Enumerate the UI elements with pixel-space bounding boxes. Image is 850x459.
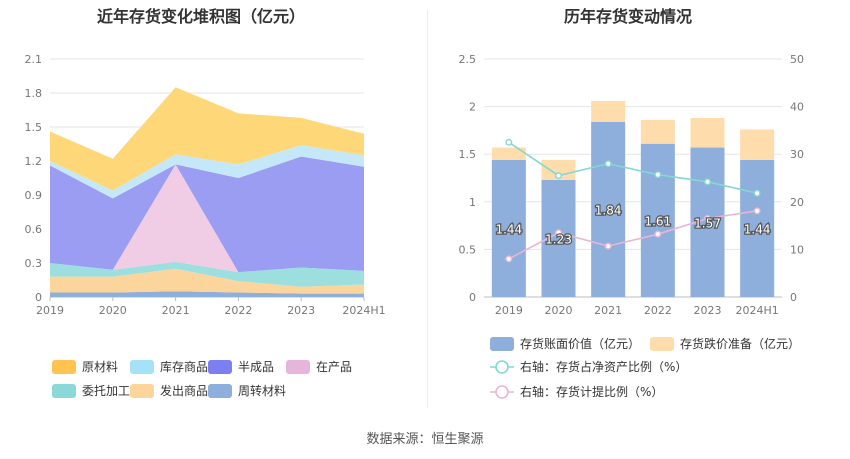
- area-委托加工材料: [50, 261, 364, 287]
- bar-impairment: [690, 118, 725, 148]
- y-tick-label: 0.6: [25, 223, 43, 236]
- y-left-tick-label: 0: [469, 291, 476, 304]
- bar-data-label: 1.44: [744, 222, 771, 236]
- line-point: [505, 255, 513, 263]
- area-原材料: [50, 87, 364, 191]
- line-point: [753, 207, 761, 215]
- x-tick-label: 2020: [545, 304, 573, 317]
- legend-label: 发出商品: [160, 383, 208, 398]
- area-周转材料: [50, 291, 364, 297]
- legend-marker: [495, 385, 509, 399]
- area-库存商品: [50, 145, 364, 199]
- stacked-area-chart: 近年存货变化堆积图（亿元） 0 0.3 0.6 0.9 1.2 1.5 1.8 2.1 2019…: [25, 7, 386, 398]
- bar-book-value: [640, 143, 675, 297]
- left-chart-title: 近年存货变化堆积图（亿元）: [97, 7, 305, 26]
- y-left-tick-label: 2: [469, 101, 476, 114]
- y-left-tick-label: 1.5: [459, 148, 477, 161]
- x-tick-label: 2019: [495, 304, 523, 317]
- y-tick-label: 2.1: [25, 53, 43, 66]
- legend-swatch: [208, 384, 232, 398]
- x-tick-label: 2022: [224, 304, 252, 317]
- y-right-tick-label: 20: [790, 196, 804, 209]
- y-tick-label: 1.8: [25, 87, 43, 100]
- line-point: [654, 230, 662, 238]
- bar-book-value: [740, 159, 775, 297]
- bar-impairment: [591, 100, 626, 122]
- legend-label: 右轴：存货计提比例（%）: [520, 384, 663, 399]
- legend-label: 右轴：存货占净资产比例（%）: [520, 359, 687, 374]
- line-series: [508, 210, 758, 260]
- x-tick-label: 2024H1: [342, 304, 385, 317]
- legend-label: 存货跌价准备（亿元）: [680, 336, 800, 351]
- legend-swatch: [130, 384, 154, 398]
- y-left-tick-label: 2.5: [459, 53, 477, 66]
- right-chart-title: 历年存货变动情况: [564, 7, 692, 26]
- legend-swatch: [650, 337, 674, 351]
- stacked-bar-chart: 历年存货变动情况 1.44 1.23 1.84 1.61 1.57 1.44 0 0.5 1 1…: [459, 7, 805, 399]
- line-point: [753, 189, 761, 197]
- y-tick-label: 0: [35, 291, 42, 304]
- y-right-tick-label: 30: [790, 148, 804, 161]
- y-tick-label: 0.3: [25, 257, 43, 270]
- x-tick-label: 2021: [594, 304, 622, 317]
- line-point: [704, 214, 712, 222]
- bar-impairment: [541, 159, 576, 180]
- y-right-tick-label: 50: [790, 53, 804, 66]
- bar-impairment: [740, 129, 775, 160]
- bar-data-label: 1.57: [694, 216, 721, 230]
- bar-data-label: 1.23: [545, 232, 572, 246]
- legend-swatch: [52, 360, 76, 374]
- line-point: [704, 178, 712, 186]
- bar-data-label: 1.61: [644, 214, 671, 228]
- y-tick-label: 0.9: [25, 189, 43, 202]
- y-tick-label: 1.2: [25, 155, 43, 168]
- x-tick-label: 2020: [99, 304, 127, 317]
- x-tick-label: 2021: [162, 304, 190, 317]
- line-point: [654, 171, 662, 179]
- line-point: [505, 138, 513, 146]
- legend-swatch: [52, 384, 76, 398]
- bar-book-value: [491, 159, 526, 297]
- area-半成品: [50, 156, 364, 273]
- x-tick-label: 2023: [694, 304, 722, 317]
- legend-swatch: [286, 360, 310, 374]
- x-tick-label: 2024H1: [736, 304, 779, 317]
- bar-book-value: [591, 121, 626, 297]
- y-right-tick-label: 40: [790, 101, 804, 114]
- legend-label: 周转材料: [238, 383, 286, 398]
- legend-swatch: [490, 337, 514, 351]
- chart-divider: [427, 10, 428, 408]
- x-tick-label: 2019: [36, 304, 64, 317]
- legend-swatch: [208, 360, 232, 374]
- legend-label: 原材料: [82, 360, 118, 374]
- y-left-tick-label: 1: [469, 196, 476, 209]
- line-point: [554, 229, 562, 237]
- y-right-tick-label: 0: [790, 291, 797, 304]
- line-series: [508, 141, 758, 194]
- legend-label: 半成品: [238, 360, 274, 374]
- bar-data-label: 1.84: [595, 203, 622, 217]
- legend-label: 在产品: [316, 360, 352, 374]
- legend-swatch: [130, 360, 154, 374]
- y-right-tick-label: 10: [790, 243, 804, 256]
- x-tick-label: 2022: [644, 304, 672, 317]
- legend-marker: [495, 360, 509, 374]
- bar-impairment: [491, 147, 526, 160]
- legend-label: 库存商品: [160, 359, 208, 374]
- y-tick-label: 1.5: [25, 121, 43, 134]
- x-tick-label: 2023: [287, 304, 315, 317]
- area-发出商品: [50, 268, 364, 294]
- y-left-tick-label: 0.5: [459, 243, 477, 256]
- bar-data-label: 1.44: [495, 222, 522, 236]
- line-point: [604, 160, 612, 168]
- legend-label: 存货账面价值（亿元）: [520, 336, 640, 351]
- data-source-note: 数据来源：恒生聚源: [366, 432, 484, 447]
- line-point: [604, 242, 612, 250]
- line-point: [554, 172, 562, 180]
- bar-impairment: [640, 119, 675, 144]
